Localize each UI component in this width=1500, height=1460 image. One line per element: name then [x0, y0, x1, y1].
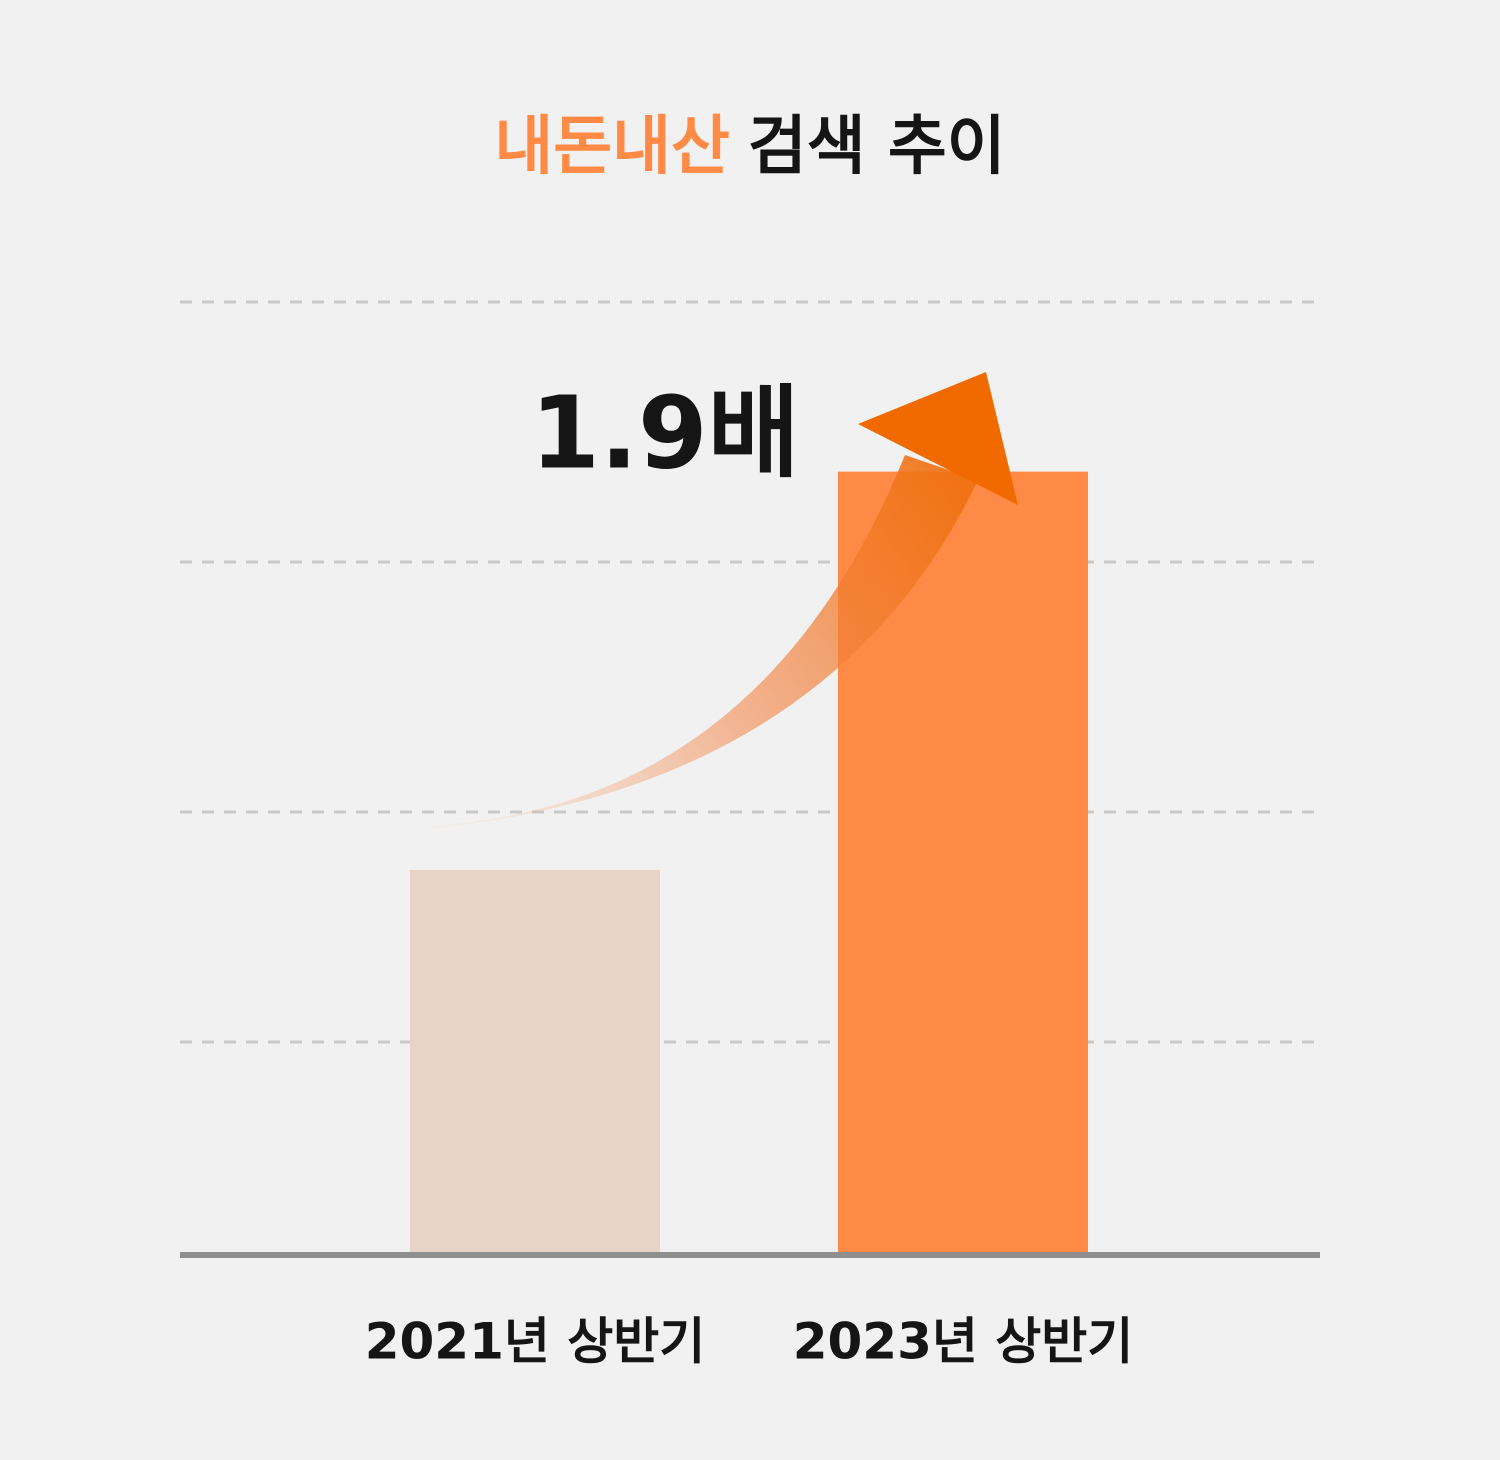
- x-tick-label: 2023년 상반기: [793, 1313, 1134, 1371]
- chart-title: 내돈내산 검색 추이: [494, 110, 1005, 184]
- grid: [180, 300, 1320, 1044]
- arrow-head: [858, 372, 1018, 505]
- title-highlight: 내돈내산: [494, 110, 730, 184]
- title-text: 검색 추이: [748, 110, 1006, 184]
- bars: [410, 471, 1088, 1255]
- x-tick-label: 2021년 상반기: [365, 1313, 706, 1371]
- annotation: 1.9배: [530, 374, 799, 491]
- bar: [410, 869, 660, 1255]
- arrow-shaft: [420, 455, 978, 830]
